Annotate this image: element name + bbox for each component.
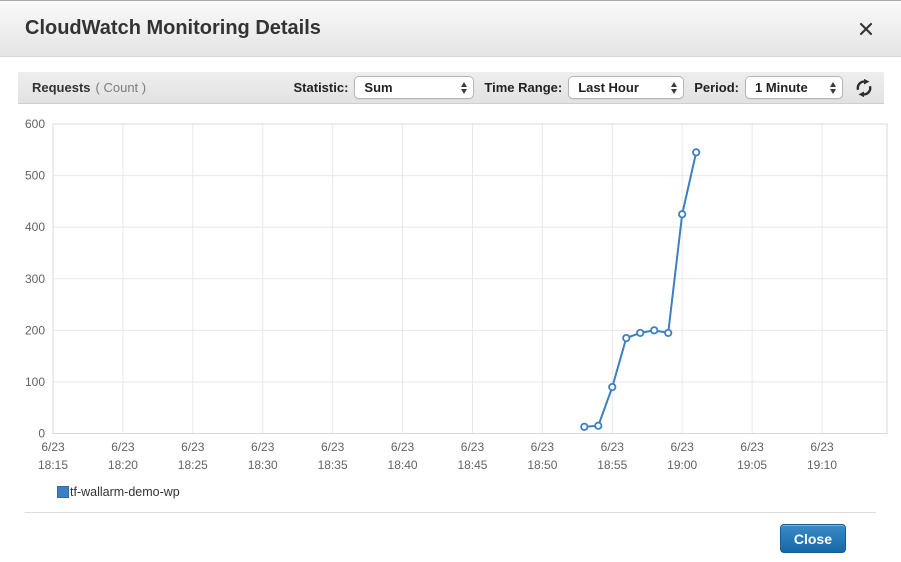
close-icon[interactable] (857, 20, 875, 38)
select-arrows-icon (461, 81, 468, 94)
x-axis-label: 6/23 (111, 440, 135, 454)
statistic-label: Statistic: (293, 80, 349, 95)
data-point[interactable] (594, 421, 603, 430)
x-axis-label: 18:55 (597, 458, 627, 472)
series-line (584, 152, 698, 428)
refresh-button[interactable] (852, 76, 876, 100)
close-button[interactable]: Close (779, 524, 846, 553)
x-axis-label: 18:25 (178, 458, 208, 472)
data-point[interactable] (636, 328, 645, 338)
x-axis-label: 19:10 (807, 458, 837, 472)
legend: tf-wallarm-demo-wp (57, 485, 901, 499)
y-axis-label: 600 (25, 117, 45, 131)
statistic-select[interactable]: Sum (354, 76, 475, 99)
x-axis-label: 18:35 (318, 458, 348, 472)
x-axis-label: 6/23 (41, 440, 65, 454)
data-point[interactable] (622, 333, 631, 343)
y-axis-label: 300 (25, 272, 45, 286)
chart-gridlines (52, 123, 887, 434)
y-axis-label: 0 (38, 427, 45, 441)
time-range-select-value: Last Hour (578, 80, 639, 95)
dialog-title: CloudWatch Monitoring Details (25, 17, 321, 39)
x-axis-label: 6/23 (251, 440, 275, 454)
data-point[interactable] (580, 422, 589, 431)
data-point[interactable] (678, 210, 687, 219)
x-axis-label: 18:45 (457, 458, 487, 472)
x-axis-label: 6/23 (531, 440, 555, 454)
x-axis-label: 6/23 (810, 440, 834, 454)
footer-divider (25, 512, 876, 513)
metric-name: Requests (32, 80, 91, 95)
time-range-select[interactable]: Last Hour (568, 76, 685, 99)
legend-label: tf-wallarm-demo-wp (70, 485, 180, 499)
period-select-value: 1 Minute (755, 80, 808, 95)
x-axis-label: 6/23 (740, 440, 764, 454)
metric-unit: ( Count ) (95, 80, 147, 95)
x-axis-label: 6/23 (461, 440, 485, 454)
dialog-header: CloudWatch Monitoring Details (0, 0, 901, 57)
x-axis-label: 18:30 (248, 458, 278, 472)
y-axis-label: 400 (25, 220, 45, 234)
y-axis-label: 200 (25, 323, 45, 337)
legend-swatch (57, 486, 69, 498)
y-axis-labels: 0 100 200 300 400 500 600 (25, 117, 45, 441)
period-label: Period: (694, 80, 739, 95)
select-arrows-icon (671, 81, 678, 94)
x-axis-label: 6/23 (391, 440, 415, 454)
x-axis-label: 19:05 (737, 458, 767, 472)
y-axis-label: 100 (25, 375, 45, 389)
select-arrows-icon (830, 81, 836, 94)
statistic-select-value: Sum (364, 80, 393, 95)
data-point[interactable] (692, 148, 701, 157)
x-axis-labels: 6/23 18:15 6/23 18:20 6/23 18:25 6/23 18:30 6/23… (38, 440, 837, 472)
footer: Close (0, 513, 901, 553)
x-axis-label: 18:50 (527, 458, 557, 472)
x-axis-label: 18:40 (388, 458, 418, 472)
x-axis-label: 6/23 (321, 440, 345, 454)
plot-area-border (52, 123, 888, 434)
x-axis-label: 19:00 (667, 458, 697, 472)
time-range-label: Time Range: (484, 80, 563, 95)
x-axis-label: 6/23 (671, 440, 695, 454)
x-axis-label: 6/23 (601, 440, 625, 454)
refresh-icon (856, 78, 872, 97)
data-point[interactable] (608, 382, 617, 392)
chart-svg: 01002003004005006006/2318:156/2318:206/2… (25, 117, 888, 472)
x-axis-label: 18:15 (38, 458, 68, 472)
data-point[interactable] (664, 328, 673, 338)
data-point[interactable] (650, 326, 659, 335)
x-axis-label: 6/23 (181, 440, 205, 454)
x-axis-label: 18:20 (108, 458, 138, 472)
period-select[interactable]: 1 Minute (745, 76, 843, 99)
chart: 0 100 200 300 400 500 600 6/23 18:15 6/23 18:20 6/2… (0, 104, 901, 479)
monitoring-toolbar: Requests ( Count ) Statistic: Sum Time R… (18, 72, 884, 104)
y-axis-label: 500 (25, 169, 45, 183)
